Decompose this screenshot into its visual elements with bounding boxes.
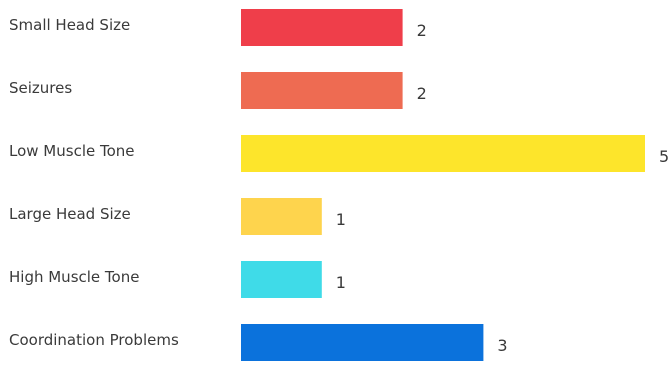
value-label-coordination-problems: 3 bbox=[497, 336, 507, 355]
category-label-small-head-size: Small Head Size bbox=[9, 16, 130, 34]
bar-seizures bbox=[241, 72, 403, 109]
bar-low-muscle-tone bbox=[241, 135, 645, 172]
value-label-seizures: 2 bbox=[417, 84, 427, 103]
bar-coordination-problems bbox=[241, 324, 484, 361]
category-label-seizures: Seizures bbox=[9, 79, 72, 97]
value-label-low-muscle-tone: 5 bbox=[659, 147, 669, 166]
bar-high-muscle-tone bbox=[241, 261, 322, 298]
category-label-high-muscle-tone: High Muscle Tone bbox=[9, 268, 139, 286]
category-label-large-head-size: Large Head Size bbox=[9, 205, 131, 223]
bar-large-head-size bbox=[241, 198, 322, 235]
bar-small-head-size bbox=[241, 9, 403, 46]
value-label-high-muscle-tone: 1 bbox=[336, 273, 346, 292]
category-label-coordination-problems: Coordination Problems bbox=[9, 331, 179, 349]
value-label-large-head-size: 1 bbox=[336, 210, 346, 229]
category-label-low-muscle-tone: Low Muscle Tone bbox=[9, 142, 135, 160]
value-label-small-head-size: 2 bbox=[417, 21, 427, 40]
